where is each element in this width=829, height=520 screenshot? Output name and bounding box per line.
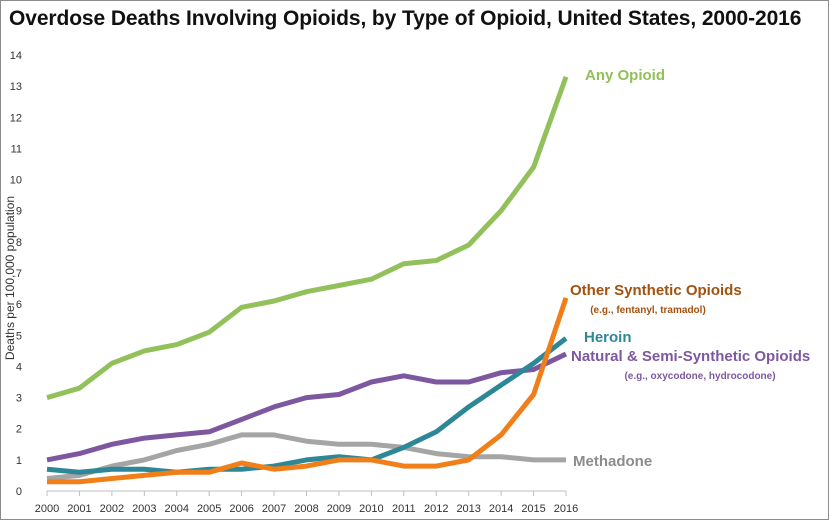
x-tick-label: 2014 bbox=[489, 503, 513, 515]
y-tick-label: 9 bbox=[16, 206, 22, 218]
series-line-natural-semi-synthetic-opioids bbox=[46, 351, 568, 463]
series-lines bbox=[46, 75, 569, 485]
series-line-any-opioid bbox=[46, 75, 569, 401]
series-label-other-synthetic-opioids: Other Synthetic Opioids bbox=[570, 282, 742, 299]
series-label-any-opioid: Any Opioid bbox=[585, 67, 665, 84]
series-line-other-synthetic-opioids bbox=[47, 297, 569, 485]
x-tick-label: 2013 bbox=[456, 503, 480, 515]
x-tick-label: 2016 bbox=[554, 503, 578, 515]
y-tick-label: 7 bbox=[16, 268, 22, 280]
series-label-heroin: Heroin bbox=[584, 329, 632, 346]
x-tick-label: 2001 bbox=[67, 503, 91, 515]
x-tick-label: 2009 bbox=[327, 503, 351, 515]
series-line-heroin bbox=[46, 336, 568, 475]
series-line-methadone bbox=[46, 432, 566, 481]
x-tick-label: 2015 bbox=[521, 503, 545, 515]
x-tick-label: 2012 bbox=[424, 503, 448, 515]
series-label-natural-semi-synthetic-opioids: Natural & Semi-Synthetic Opioids bbox=[571, 348, 810, 365]
y-axis-label: Deaths per 100,000 population bbox=[3, 196, 17, 360]
y-tick-label: 0 bbox=[16, 486, 22, 498]
y-tick-label: 6 bbox=[16, 299, 22, 311]
x-tick-label: 2011 bbox=[392, 503, 416, 515]
x-tick-label: 2005 bbox=[197, 503, 221, 515]
series-sublabel-other-synthetic-opioids: (e.g., fentanyl, tramadol) bbox=[590, 305, 706, 316]
y-tick-label: 11 bbox=[11, 143, 22, 155]
y-tick-label: 3 bbox=[16, 393, 22, 405]
y-tick-label: 13 bbox=[10, 81, 22, 93]
x-tick-label: 2002 bbox=[100, 503, 124, 515]
y-tick-label: 5 bbox=[16, 330, 22, 342]
series-sublabel-natural-semi-synthetic-opioids: (e.g., oxycodone, hydrocodone) bbox=[624, 371, 775, 382]
y-tick-label: 10 bbox=[10, 175, 22, 187]
chart-title: Overdose Deaths Involving Opioids, by Ty… bbox=[9, 7, 802, 30]
x-tick-label: 2010 bbox=[359, 503, 383, 515]
y-tick-label: 1 bbox=[16, 455, 22, 467]
x-tick-label: 2008 bbox=[294, 503, 318, 515]
series-labels: Any Opioid Other Synthetic Opioids (e.g., … bbox=[570, 67, 810, 470]
y-tick-label: 4 bbox=[16, 361, 22, 373]
y-tick-label: 14 bbox=[10, 50, 22, 62]
y-tick-label: 8 bbox=[16, 237, 22, 249]
y-tick-label: 2 bbox=[16, 424, 22, 436]
x-tick-label: 2000 bbox=[35, 503, 59, 515]
series-label-methadone: Methadone bbox=[573, 453, 652, 470]
x-tick-label: 2006 bbox=[229, 503, 253, 515]
x-tick-label: 2004 bbox=[165, 503, 189, 515]
x-tick-label: 2007 bbox=[262, 503, 286, 515]
x-tick-label: 2003 bbox=[132, 503, 156, 515]
y-tick-label: 12 bbox=[10, 112, 22, 124]
